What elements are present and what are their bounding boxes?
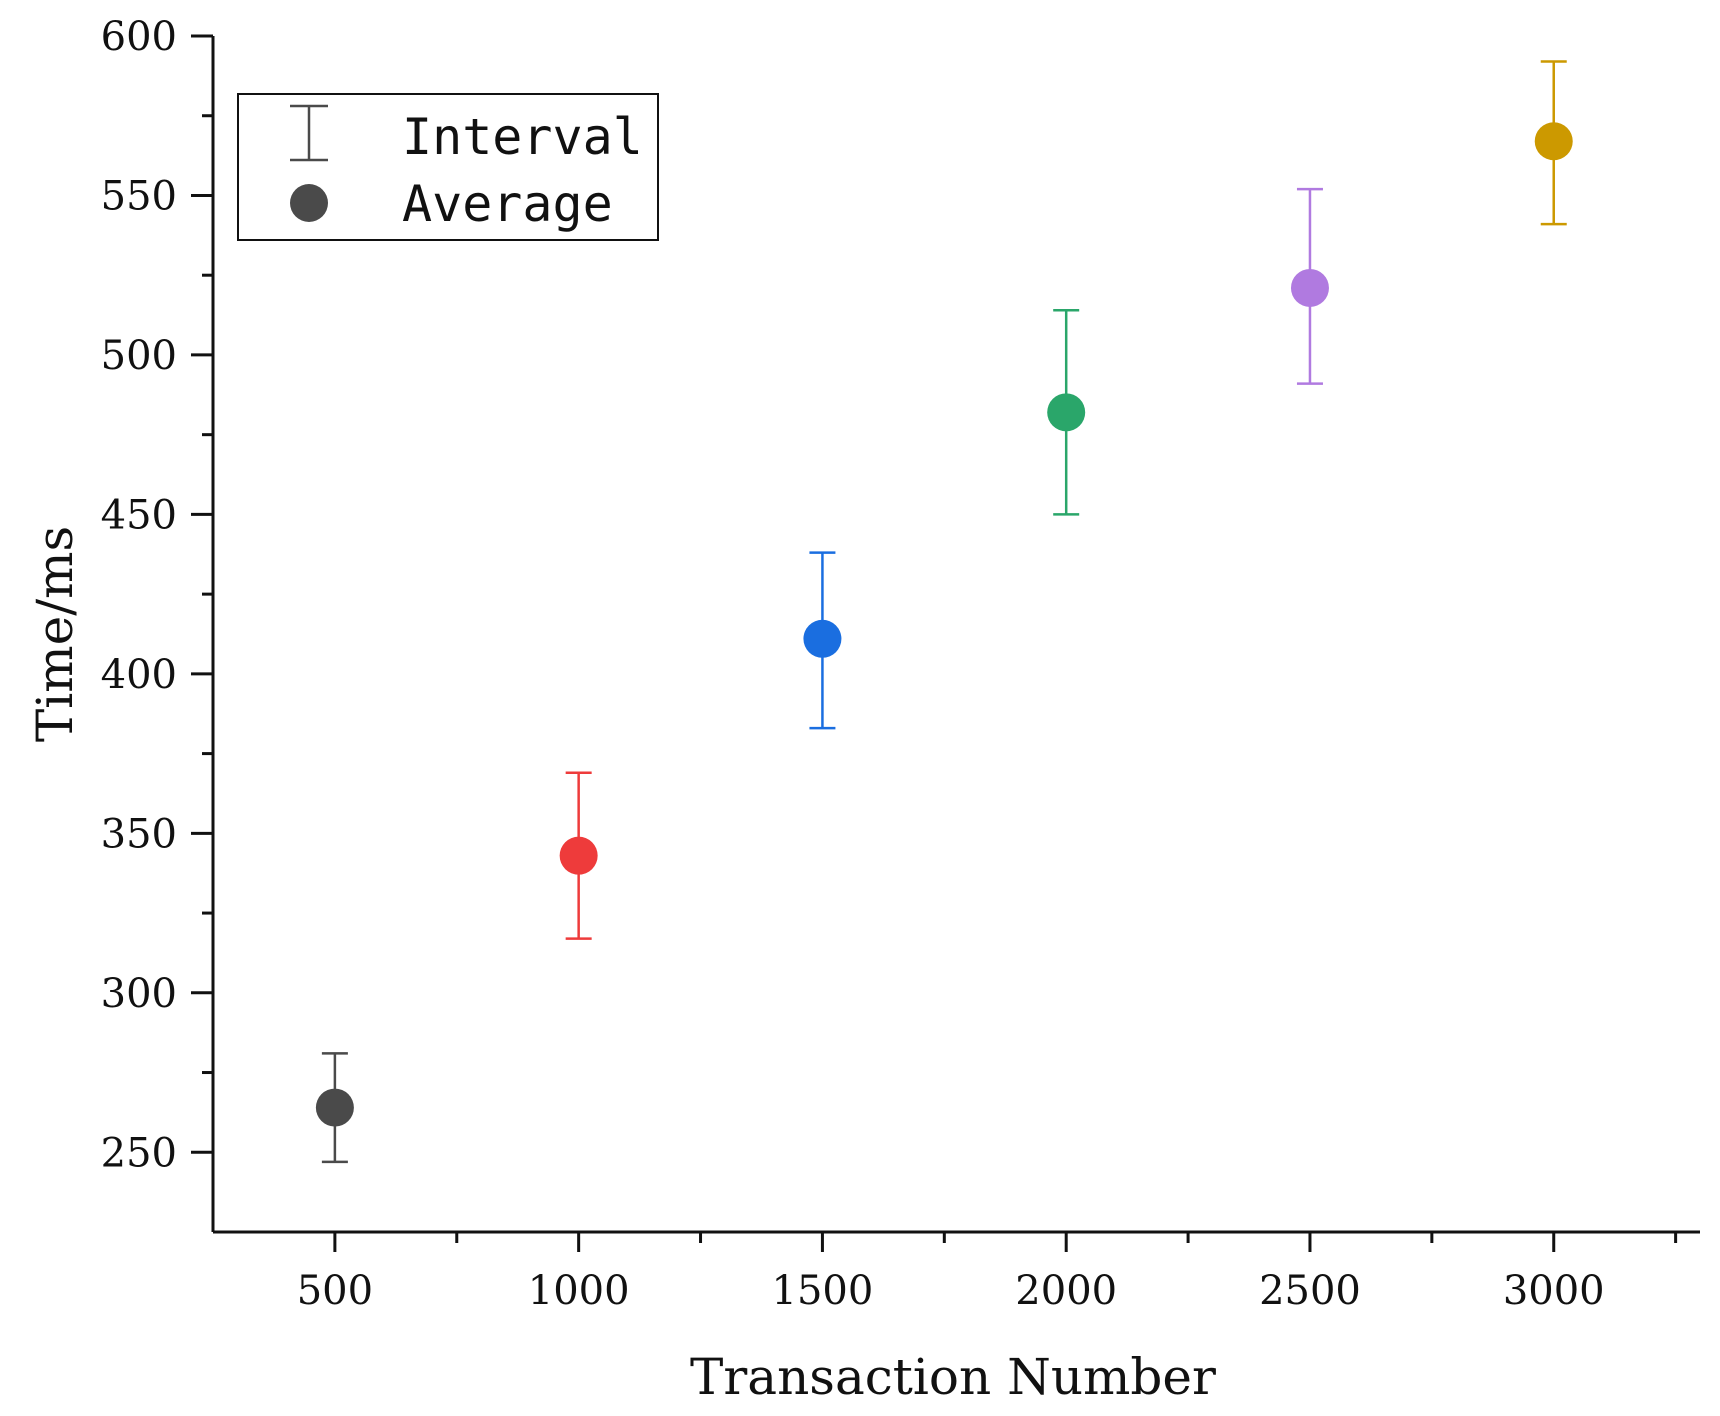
legend-average-dot <box>290 184 328 222</box>
y-tick-label-250: 250 <box>101 1130 177 1176</box>
x-axis-title: Transaction Number <box>690 1348 1216 1406</box>
y-tick-label-450: 450 <box>101 492 177 538</box>
legend: Interval Average <box>237 93 659 241</box>
legend-average-symbol <box>290 184 328 222</box>
point-group-1000 <box>559 771 598 940</box>
point-group-2000 <box>1047 309 1086 516</box>
x-tick-label-3000: 3000 <box>1503 1268 1605 1314</box>
point-group-1500 <box>803 551 842 730</box>
y-tick-label-400: 400 <box>101 652 177 698</box>
average-point-3000 <box>1534 122 1573 161</box>
point-group-3000 <box>1534 60 1573 226</box>
legend-label-interval: Interval <box>402 108 643 166</box>
x-tick-label-2500: 2500 <box>1259 1268 1361 1314</box>
x-tick-label-1500: 1500 <box>772 1268 874 1314</box>
x-tick-label-500: 500 <box>297 1268 373 1314</box>
legend-interval-symbol <box>290 104 328 162</box>
y-tick-label-600: 600 <box>101 14 177 60</box>
average-point-2000 <box>1047 393 1086 432</box>
y-tick-label-350: 350 <box>101 811 177 857</box>
x-tick-label-1000: 1000 <box>528 1268 630 1314</box>
point-group-500 <box>315 1052 354 1164</box>
y-tick-label-550: 550 <box>101 173 177 219</box>
legend-label-average: Average <box>402 175 613 233</box>
y-axis-title: Time/ms <box>26 526 84 742</box>
y-tick-label-300: 300 <box>101 971 177 1017</box>
x-tick-label-2000: 2000 <box>1015 1268 1117 1314</box>
axes: 250 300 350 400 450 500 550 600 500 1000 1500 2000 2… <box>101 14 1700 1314</box>
data-marks <box>315 60 1573 1164</box>
point-group-2500 <box>1290 187 1329 385</box>
average-point-1500 <box>803 619 842 658</box>
average-point-2500 <box>1290 268 1329 307</box>
average-point-500 <box>315 1088 354 1127</box>
average-point-1000 <box>559 836 598 875</box>
y-tick-label-500: 500 <box>101 333 177 379</box>
